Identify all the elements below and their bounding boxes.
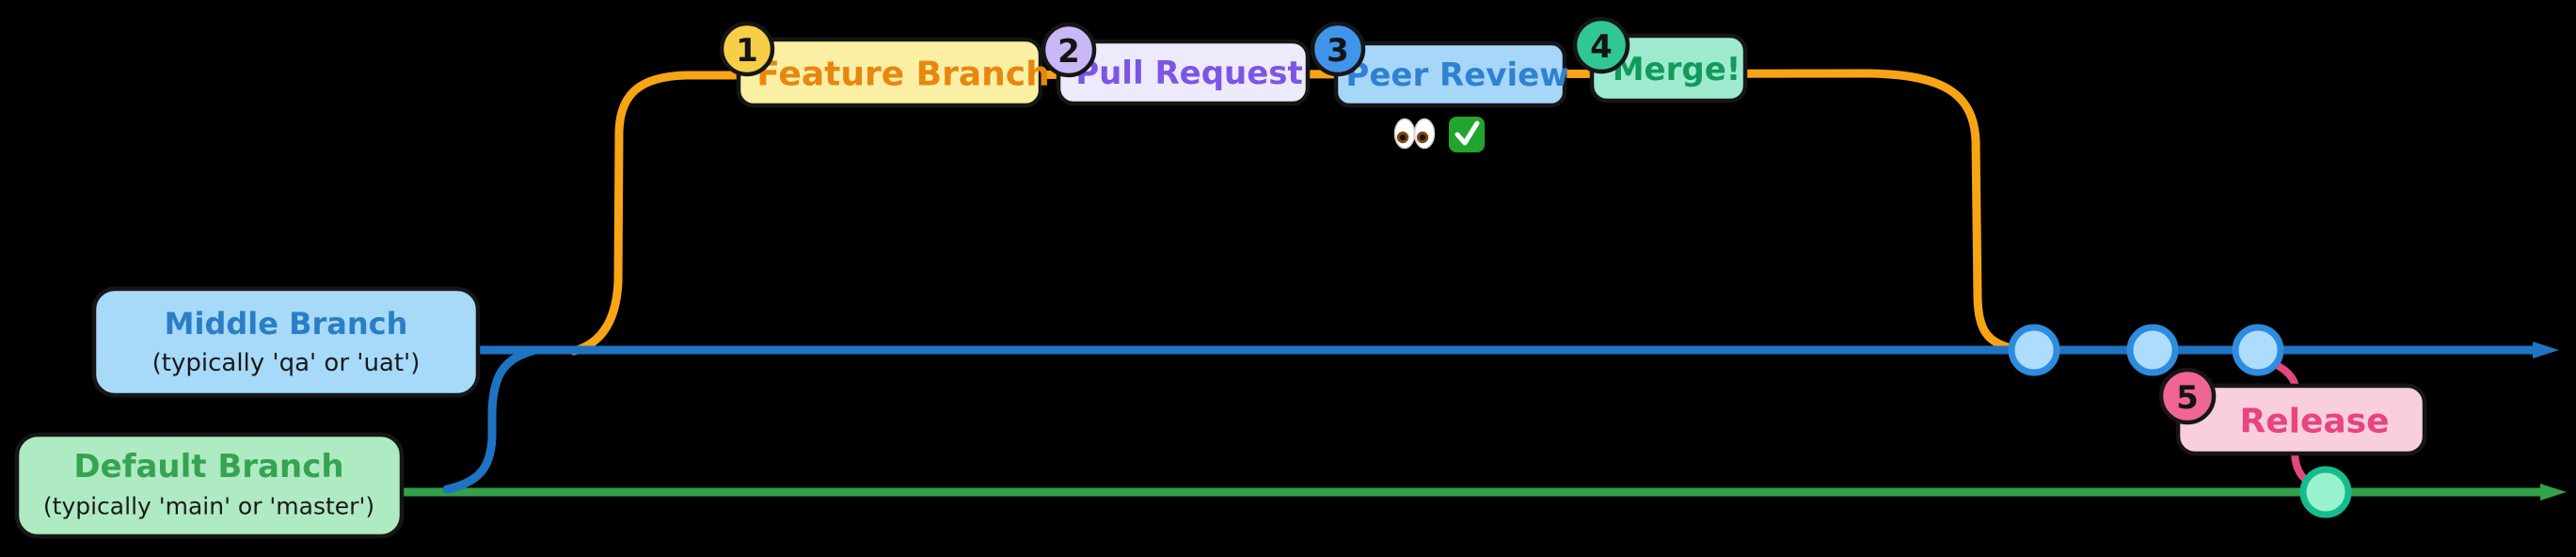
middle-branch-arrowhead (2533, 342, 2559, 358)
step-feature-branch: Feature Branch 1 (719, 21, 1050, 108)
middle-branch-subtitle: (typically 'qa' or 'uat') (152, 349, 421, 377)
step-5-number: 5 (2176, 379, 2199, 417)
feature-branch-label: Feature Branch (756, 56, 1049, 94)
commit-node (2232, 324, 2284, 376)
step-pull-request: Pull Request 2 (1041, 22, 1311, 106)
step-3-number: 3 (1327, 32, 1349, 70)
step-1-number: 1 (736, 32, 758, 70)
step-release: Release 5 (2158, 367, 2427, 456)
merge-label: Merge! (1613, 51, 1741, 88)
middle-branch-label-box: Middle Branch (typically 'qa' or 'uat') (91, 286, 481, 398)
commit-node (2126, 324, 2179, 376)
default-to-middle-branch-curve (442, 346, 537, 494)
peer-review-label: Peer Review (1345, 56, 1568, 94)
step-2-number: 2 (1057, 33, 1080, 71)
step-4-badge (1572, 16, 1630, 74)
feature-branch-flow-line (569, 69, 2016, 356)
default-branch-arrowhead (2540, 484, 2567, 501)
step-merge: Merge! 4 (1572, 16, 1748, 103)
step-4-number: 4 (1590, 28, 1613, 66)
default-branch-subtitle: (typically 'main' or 'master') (43, 493, 374, 520)
eyes-emoji: 👀 (1393, 118, 1436, 150)
release-commit-node (2299, 466, 2352, 518)
step-3-badge (1310, 21, 1366, 77)
check-mark-emoji: ✅ (1449, 117, 1485, 152)
step-2-badge (1041, 22, 1097, 78)
step-1-badge (719, 21, 775, 77)
middle-branch-title: Middle Branch (165, 306, 408, 342)
pull-request-label: Pull Request (1075, 55, 1303, 92)
step-5-badge (2158, 367, 2217, 425)
release-label: Release (2239, 403, 2389, 441)
default-branch-title: Default Branch (73, 448, 343, 485)
step-peer-review: Peer Review 3 (1310, 21, 1569, 108)
commit-node (2008, 324, 2060, 376)
default-branch-box (14, 432, 405, 539)
middle-branch-box (91, 286, 481, 398)
default-branch-label-box: Default Branch (typically 'main' or 'mas… (14, 432, 405, 539)
